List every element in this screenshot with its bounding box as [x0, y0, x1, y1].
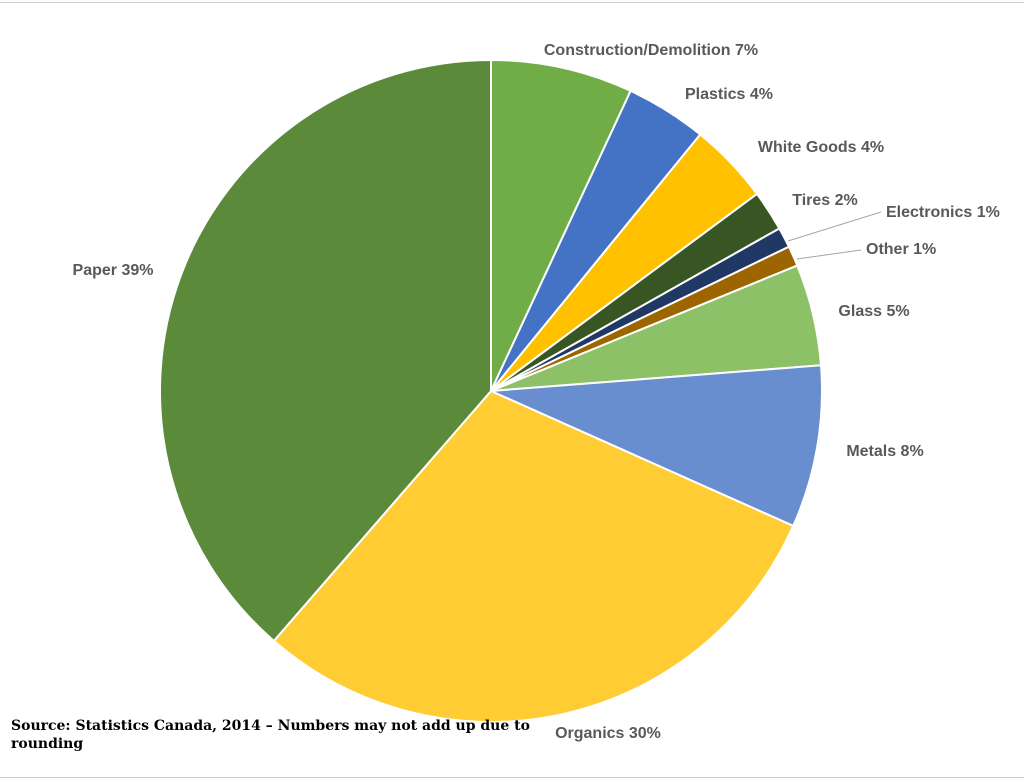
slice-labels: Construction/Demolition 7% Plastics 4% Whi…: [73, 42, 1000, 742]
top-rule: [0, 2, 1024, 3]
slice-paper: [159, 58, 492, 643]
pie-slices: [159, 58, 823, 723]
leader-line-electronics: [787, 211, 882, 242]
label-glass: Glass 5%: [838, 303, 909, 320]
label-metals: Metals 8%: [846, 443, 923, 460]
label-tires: Tires 2%: [792, 192, 858, 209]
source-note: Source: Statistics Canada, 2014 – Number…: [11, 718, 530, 752]
label-construction-demolition: Construction/Demolition 7%: [544, 42, 758, 59]
label-plastics: Plastics 4%: [685, 86, 773, 103]
label-organics: Organics 30%: [555, 725, 661, 742]
slice-organics: [272, 389, 795, 723]
leader-lines: [787, 211, 882, 260]
label-paper: Paper 39%: [73, 262, 154, 279]
label-other: Other 1%: [866, 241, 936, 258]
leader-line-other: [796, 249, 862, 260]
label-white-goods: White Goods 4%: [758, 139, 884, 156]
slice-metals: [490, 364, 823, 528]
label-electronics: Electronics 1%: [886, 204, 1000, 221]
slice-construction-demolition: [490, 58, 632, 392]
bottom-rule: [0, 777, 1024, 778]
